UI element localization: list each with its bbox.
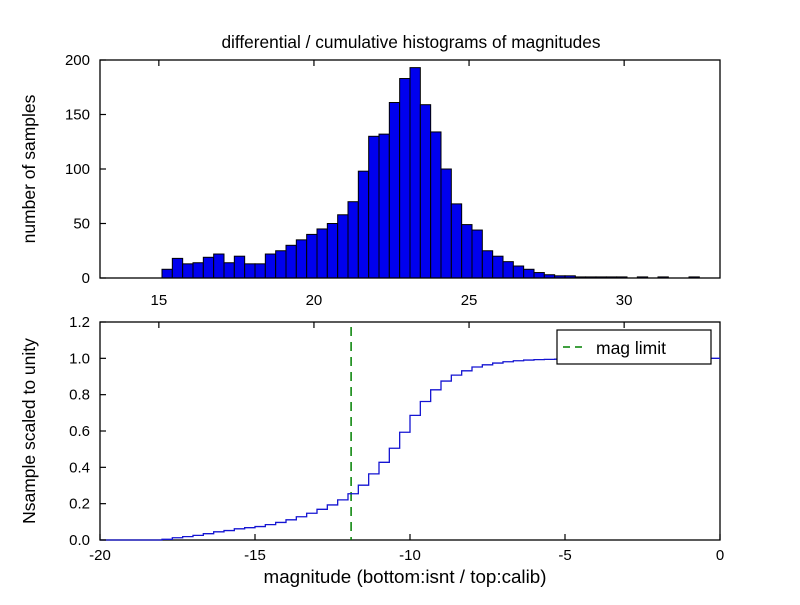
svg-text:200: 200: [65, 52, 90, 69]
svg-text:0.8: 0.8: [69, 387, 90, 404]
svg-text:1.2: 1.2: [69, 314, 90, 331]
svg-text:20: 20: [306, 292, 323, 309]
svg-text:0.0: 0.0: [69, 532, 90, 549]
svg-text:30: 30: [616, 292, 633, 309]
svg-text:magnitude (bottom:isnt / top:c: magnitude (bottom:isnt / top:calib): [264, 566, 547, 587]
svg-text:number of samples: number of samples: [19, 94, 39, 243]
svg-text:150: 150: [65, 107, 90, 124]
svg-text:1.0: 1.0: [69, 350, 90, 367]
svg-text:-15: -15: [244, 547, 266, 564]
svg-text:0: 0: [716, 547, 724, 564]
svg-text:0.4: 0.4: [69, 459, 90, 476]
svg-text:50: 50: [73, 216, 90, 233]
svg-text:0: 0: [82, 270, 90, 287]
svg-text:-20: -20: [89, 547, 111, 564]
svg-text:differential / cumulative hist: differential / cumulative histograms of …: [221, 32, 600, 52]
svg-text:Nsample scaled to unity: Nsample scaled to unity: [19, 338, 39, 524]
svg-text:mag limit: mag limit: [596, 338, 666, 358]
svg-text:25: 25: [461, 292, 478, 309]
svg-text:0.6: 0.6: [69, 423, 90, 440]
svg-text:-5: -5: [558, 547, 571, 564]
svg-text:-10: -10: [399, 547, 421, 564]
svg-text:15: 15: [151, 292, 168, 309]
svg-text:0.2: 0.2: [69, 496, 90, 513]
svg-text:100: 100: [65, 161, 90, 178]
